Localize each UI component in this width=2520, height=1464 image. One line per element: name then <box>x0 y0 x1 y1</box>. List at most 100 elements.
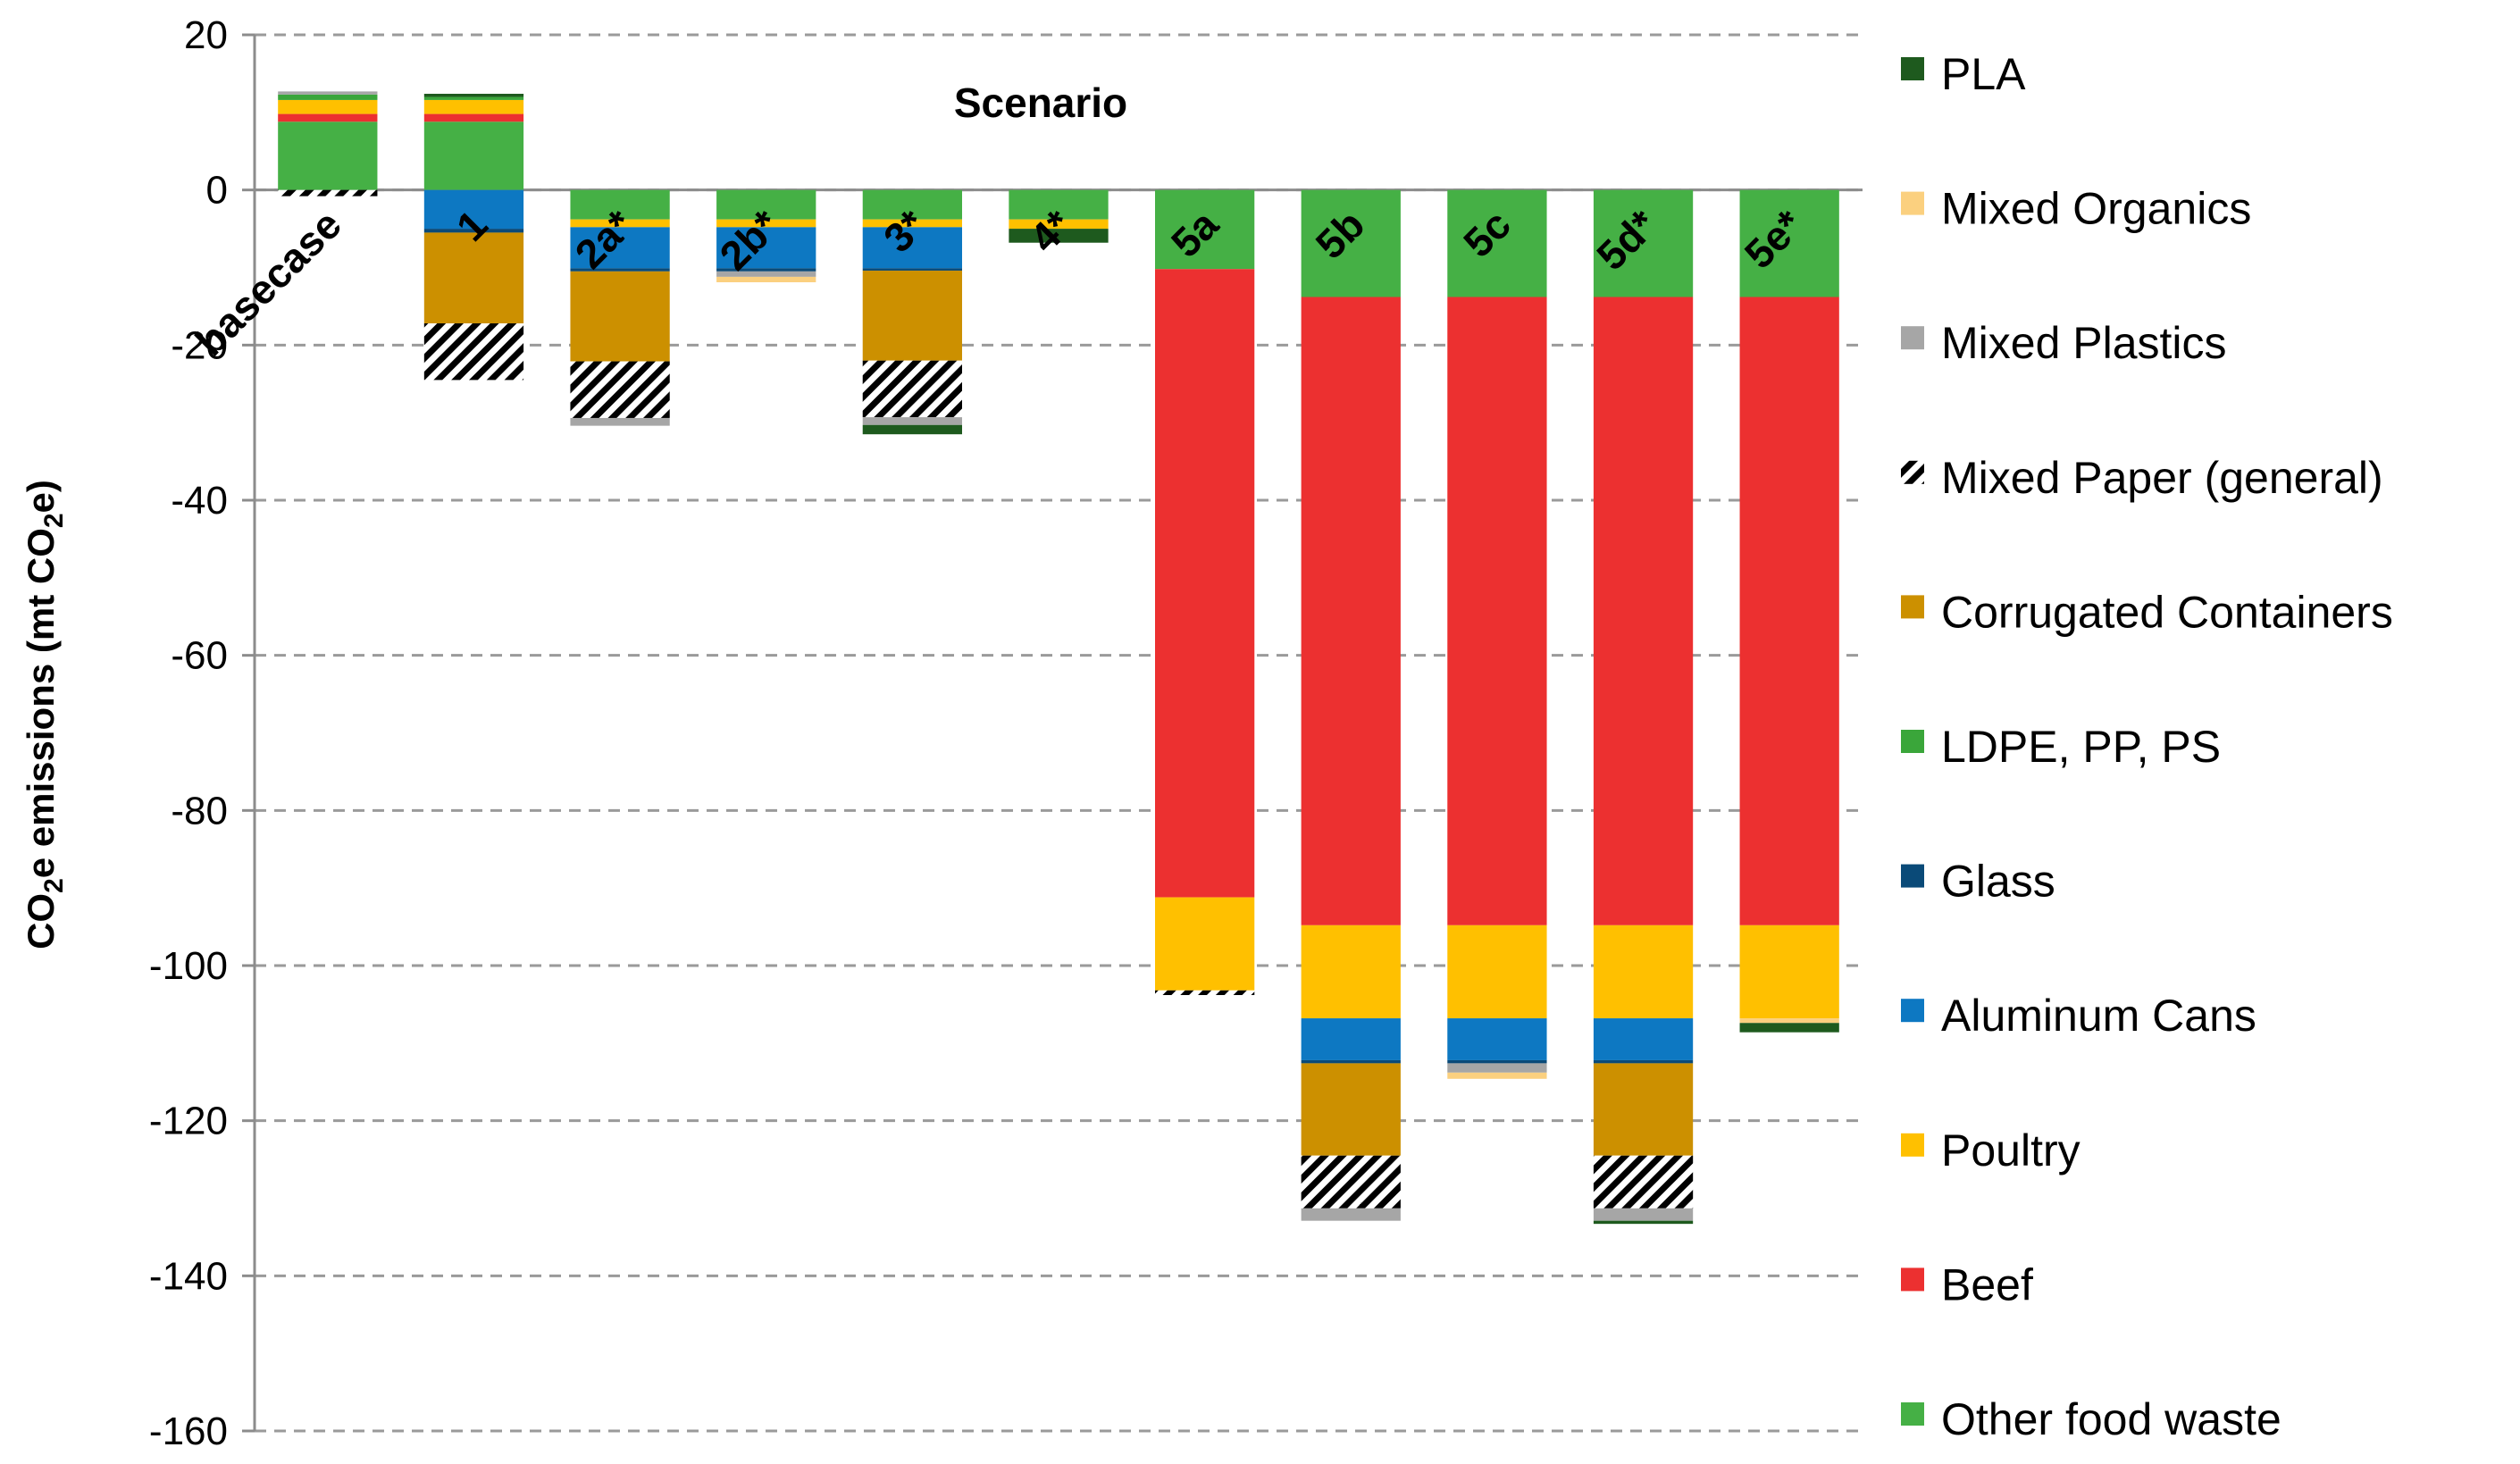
bar-segment <box>862 360 962 418</box>
bar-segment <box>862 189 962 220</box>
bar-segment <box>1739 189 1839 297</box>
legend-label: Beef <box>1941 1259 2033 1309</box>
bar-segment <box>570 417 670 426</box>
bar-segment <box>570 361 670 418</box>
bar-segment <box>1009 219 1109 230</box>
bar-segment <box>278 121 378 190</box>
bar-segment <box>423 96 524 100</box>
y-tick-label: -40 <box>171 479 228 523</box>
bar-segment <box>423 189 524 230</box>
bar-segment <box>1447 1018 1547 1060</box>
bar-segment <box>862 268 962 271</box>
bar-segment <box>1447 1059 1547 1064</box>
bar-segment <box>1593 1220 1694 1225</box>
bar-segment <box>1593 1059 1694 1064</box>
bar-segment <box>1739 1018 1839 1024</box>
bar-segment <box>1739 924 1839 1019</box>
legend-swatch <box>1901 1402 1924 1426</box>
bar-segment <box>1447 1072 1547 1079</box>
y-tick-label: -80 <box>171 789 228 832</box>
y-tick-label: 20 <box>184 13 228 57</box>
bar-segment <box>1301 1018 1401 1060</box>
bar-segment <box>862 424 962 435</box>
bar-segment <box>1593 297 1694 925</box>
bar-segment <box>1301 1059 1401 1064</box>
bar-segment <box>1301 1063 1401 1156</box>
bar-segment <box>716 227 816 269</box>
bar-segment <box>423 232 524 324</box>
bar-segment <box>278 91 378 95</box>
bar-segment <box>1155 990 1255 995</box>
y-tick-label: -20 <box>171 323 228 367</box>
chart-title: Scenario <box>954 79 1127 126</box>
y-tick-label: -60 <box>171 634 228 678</box>
bar-segment <box>716 268 816 272</box>
bar-segment <box>1155 269 1255 898</box>
bar-segment <box>862 270 962 361</box>
bars <box>278 91 1839 1225</box>
y-tick-label: -160 <box>149 1410 228 1453</box>
y-tick-label: -100 <box>149 944 228 988</box>
legend-swatch <box>1901 730 1924 753</box>
bar-segment <box>1739 1023 1839 1033</box>
bar-segment <box>423 229 524 233</box>
bar-segment <box>423 113 524 122</box>
bar-segment <box>1593 1018 1694 1060</box>
bar-segment <box>1447 1063 1547 1073</box>
bar-segment <box>570 227 670 269</box>
legend-swatch <box>1901 57 1924 80</box>
legend-label: Corrugated Containers <box>1941 587 2393 637</box>
legend-label: PLA <box>1941 49 2026 99</box>
bar-segment <box>1447 924 1547 1019</box>
bar-segment <box>278 189 378 197</box>
bar-segment <box>570 268 670 272</box>
legend-label: Poultry <box>1941 1125 2080 1175</box>
bar-segment <box>862 417 962 425</box>
legend-label: LDPE, PP, PS <box>1941 722 2221 772</box>
bar-segment <box>1301 924 1401 1019</box>
bar-segment <box>1447 297 1547 925</box>
bar-segment <box>1593 189 1694 297</box>
bar-segment <box>1301 189 1401 297</box>
bar-segment <box>570 219 670 228</box>
bar-segment <box>423 121 524 190</box>
legend-swatch <box>1901 191 1924 215</box>
legend-label: Glass <box>1941 857 2055 907</box>
bar-segment <box>278 99 378 114</box>
bar-segment <box>1155 189 1255 270</box>
legend-swatch <box>1901 1267 1924 1292</box>
bar-segment <box>570 189 670 220</box>
bar-segment <box>1301 1208 1401 1221</box>
y-tick-label: -140 <box>149 1254 228 1298</box>
bar-segment <box>423 93 524 97</box>
bar-segment <box>716 189 816 220</box>
bar-segment <box>862 227 962 269</box>
bar-segment <box>716 219 816 228</box>
y-tick-label: -120 <box>149 1100 228 1143</box>
legend-label: Aluminum Cans <box>1941 991 2256 1041</box>
legend-swatch <box>1901 999 1924 1023</box>
legend-label: Mixed Paper (general) <box>1941 453 2383 503</box>
legend-swatch <box>1901 595 1924 619</box>
bar-segment <box>570 271 670 362</box>
legend-swatch <box>1901 864 1924 888</box>
bar-segment <box>1009 229 1109 243</box>
legend-label: Mixed Organics <box>1941 184 2251 234</box>
legend-swatch <box>1901 326 1924 350</box>
bar-segment <box>1447 189 1547 297</box>
bar-segment <box>1009 189 1109 220</box>
legend-label: Other food waste <box>1941 1394 2281 1444</box>
legend-swatch <box>1901 460 1924 484</box>
bar-segment <box>862 219 962 228</box>
legend-label: Mixed Plastics <box>1941 318 2227 368</box>
legend-swatch <box>1901 1133 1924 1157</box>
bar-segment <box>423 323 524 381</box>
bar-segment <box>1739 297 1839 925</box>
bar-segment <box>1593 1208 1694 1221</box>
bar-segment <box>1593 1063 1694 1156</box>
bar-segment <box>1301 297 1401 925</box>
y-tick-label: 0 <box>206 169 228 213</box>
bar-segment <box>278 113 378 122</box>
bar-segment <box>716 276 816 282</box>
